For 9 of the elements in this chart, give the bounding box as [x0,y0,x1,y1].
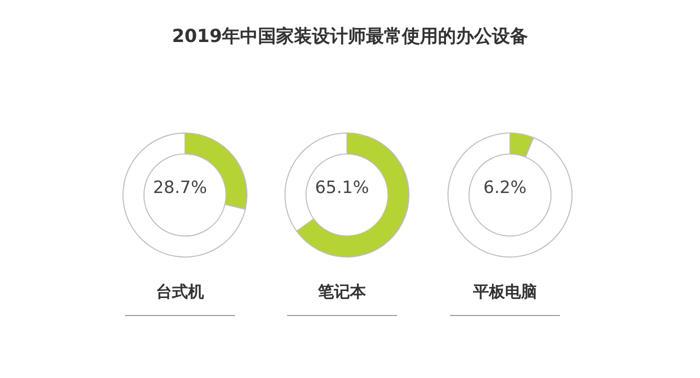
text: 65.1% [314,178,370,198]
text: 6.2% [482,178,528,198]
donut-slice [122,132,246,258]
donut-slice [448,132,572,258]
text: 台式机 [155,282,205,303]
text: 2019年中国家装设计师最常使用的办公设备 [170,25,530,48]
text: 28.7% [152,178,208,198]
text: 笔记本 [317,282,367,303]
text: 平板电脑 [472,282,538,303]
